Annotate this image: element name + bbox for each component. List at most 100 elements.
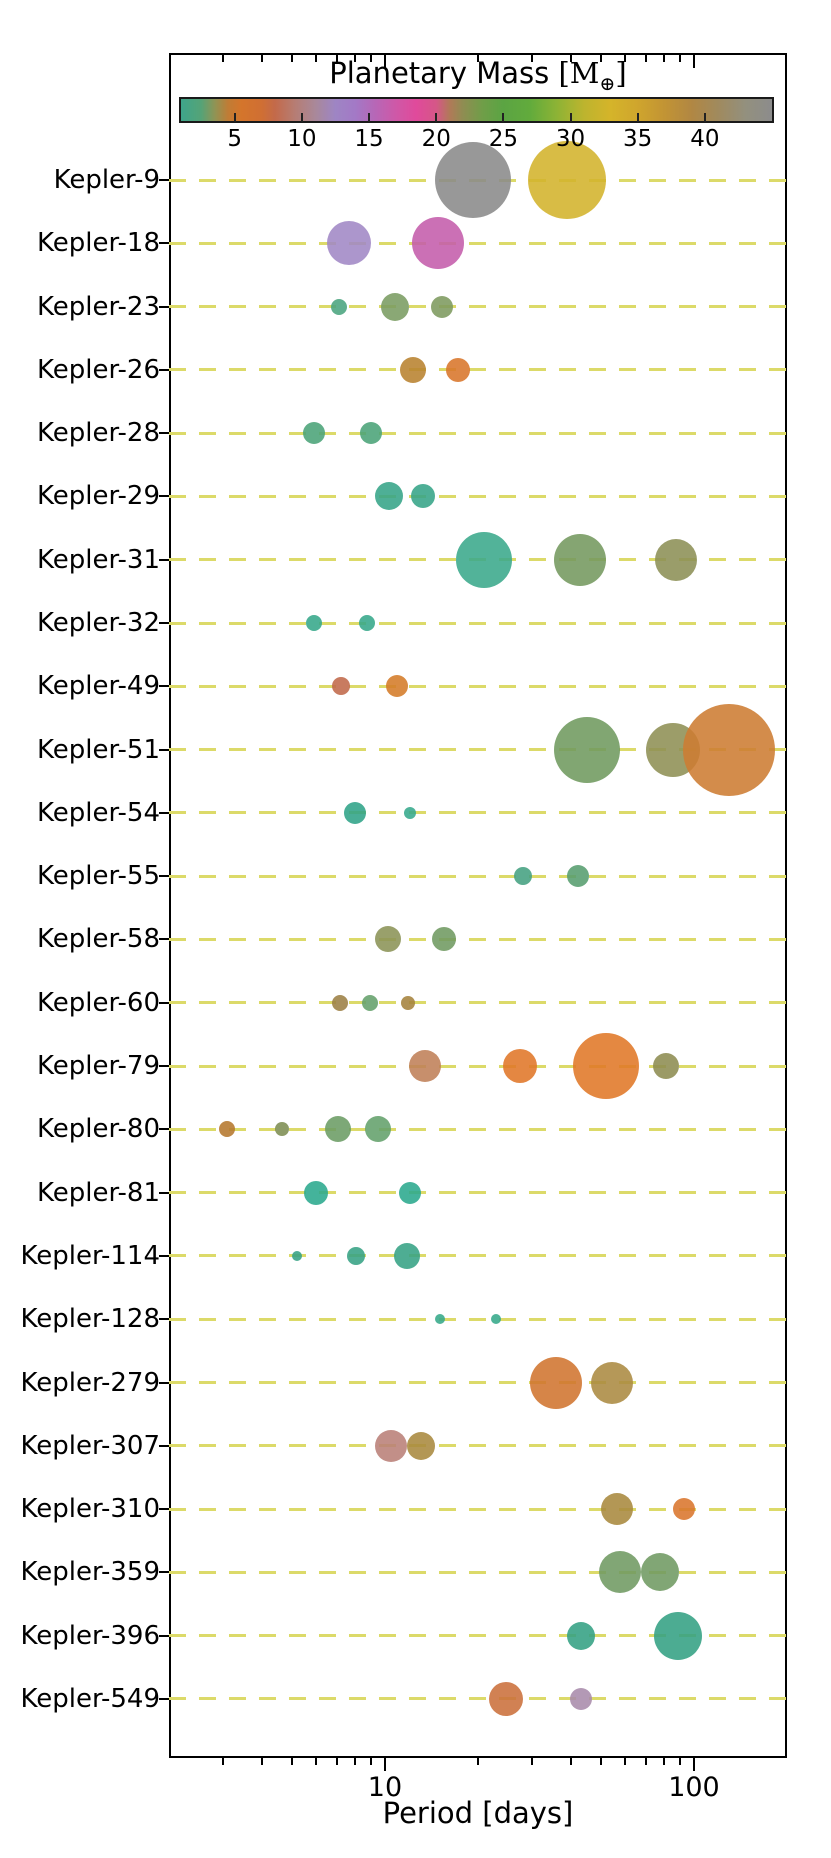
y-tick-left [159, 1571, 169, 1574]
row-gridline [169, 1254, 787, 1258]
planet-bubble [331, 677, 350, 696]
planet-bubble [303, 422, 326, 445]
y-tick-left [159, 1444, 169, 1447]
row-label: Kepler-279 [20, 1367, 160, 1398]
planet-bubble [404, 806, 417, 819]
row-label: Kepler-54 [37, 797, 160, 828]
x-minor-tick-top [290, 55, 293, 62]
colorbar [179, 97, 774, 123]
planet-bubble [359, 615, 376, 632]
row-gridline [169, 1444, 787, 1448]
mass-symbol: M [569, 56, 600, 90]
x-major-tick-bottom [692, 1758, 695, 1771]
planet-bubble [385, 675, 408, 698]
row-gridline [169, 1064, 787, 1068]
x-minor-tick-top [222, 55, 225, 62]
planet-bubble [406, 1431, 435, 1460]
planet-bubble [393, 1242, 420, 1269]
row-gridline [169, 431, 787, 435]
row-gridline [169, 1507, 787, 1511]
planet-bubble [455, 531, 512, 588]
x-major-tick-bottom [383, 1758, 386, 1771]
row-gridline [169, 1127, 787, 1131]
x-tick-label: 100 [668, 1772, 720, 1803]
plot-area [169, 53, 787, 1758]
planet-bubble [432, 927, 457, 952]
planet-bubble [291, 1250, 302, 1261]
y-tick-left [159, 938, 169, 941]
planet-bubble [346, 1246, 365, 1265]
planet-bubble [375, 482, 404, 511]
planet-bubble [489, 1681, 524, 1716]
row-gridline [169, 621, 787, 625]
x-tick-label: 10 [367, 1772, 403, 1803]
row-label: Kepler-51 [37, 734, 160, 765]
planet-bubble [365, 1116, 392, 1143]
planet-bubble [655, 538, 698, 581]
planet-bubble [409, 1050, 442, 1083]
colorbar-tick [300, 113, 303, 122]
planet-bubble [374, 1429, 407, 1462]
y-tick-left [159, 748, 169, 751]
x-major-tick-top [383, 55, 386, 68]
planet-bubble [399, 356, 426, 383]
x-minor-tick-top [354, 55, 357, 62]
planet-bubble [306, 615, 323, 632]
colorbar-tick-label: 30 [555, 126, 586, 152]
x-minor-tick-top [369, 55, 372, 62]
colorbar-tick [233, 113, 236, 122]
x-minor-tick-top [336, 55, 339, 62]
y-tick-left [159, 1697, 169, 1700]
x-minor-tick-bottom [354, 1758, 357, 1765]
unit-open-bracket: [ [558, 56, 570, 90]
colorbar-tick [703, 113, 706, 122]
y-tick-left [159, 368, 169, 371]
row-label: Kepler-60 [37, 987, 160, 1018]
planet-bubble [566, 1621, 595, 1650]
planet-bubble [325, 1116, 352, 1143]
y-tick-left [159, 242, 169, 245]
planet-bubble [446, 357, 471, 382]
x-minor-tick-bottom [531, 1758, 534, 1765]
colorbar-tick [435, 113, 438, 122]
x-minor-tick-bottom [678, 1758, 681, 1765]
row-gridline [169, 1570, 787, 1574]
colorbar-tick-label: 25 [488, 126, 518, 152]
colorbar-tick-label: 5 [227, 126, 243, 152]
row-gridline [169, 1317, 787, 1321]
y-tick-left [159, 1634, 169, 1637]
row-label: Kepler-58 [37, 924, 160, 955]
row-label: Kepler-55 [37, 861, 160, 892]
x-minor-tick-bottom [336, 1758, 339, 1765]
row-gridline [169, 1697, 787, 1701]
unit-close-bracket: ] [615, 56, 627, 90]
planet-bubble [218, 1121, 235, 1138]
x-minor-tick-top [624, 55, 627, 62]
planet-bubble [553, 533, 606, 586]
x-minor-tick-top [678, 55, 681, 62]
y-tick-left [159, 305, 169, 308]
row-label: Kepler-79 [37, 1051, 160, 1082]
x-axis-label: Period [days] [382, 1796, 574, 1830]
colorbar-tick [636, 113, 639, 122]
planet-bubble [411, 484, 436, 509]
planet-bubble [529, 1356, 582, 1409]
y-tick-left [159, 558, 169, 561]
planet-bubble [326, 221, 371, 266]
planet-bubble [361, 994, 378, 1011]
x-minor-tick-bottom [290, 1758, 293, 1765]
x-minor-tick-bottom [261, 1758, 264, 1765]
x-minor-tick-top [570, 55, 573, 62]
planet-bubble [434, 142, 511, 218]
y-tick-left [159, 1191, 169, 1194]
colorbar-title: Planetary Mass [M⊕] [169, 56, 787, 95]
planet-bubble [591, 1361, 634, 1404]
row-label: Kepler-23 [37, 291, 160, 322]
x-minor-tick-bottom [624, 1758, 627, 1765]
colorbar-title-text: Planetary Mass [329, 56, 559, 90]
x-minor-tick-bottom [570, 1758, 573, 1765]
row-gridline [169, 494, 787, 498]
row-label: Kepler-18 [37, 228, 160, 259]
x-minor-tick-top [261, 55, 264, 62]
y-tick-left [159, 495, 169, 498]
